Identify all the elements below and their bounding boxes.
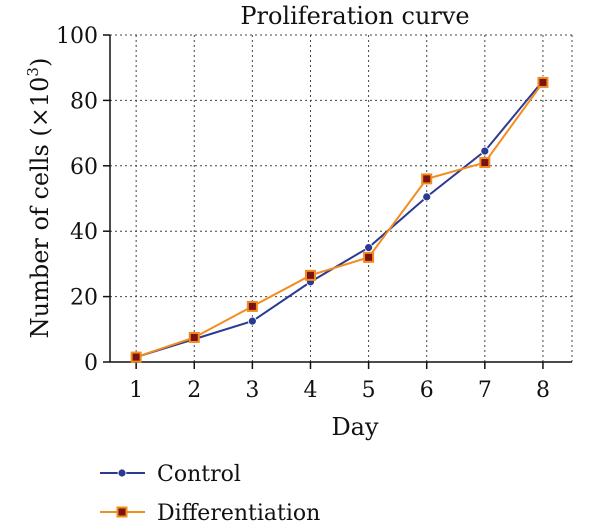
x-tick-label: 3	[245, 378, 259, 403]
chart-title: Proliferation curve	[240, 2, 469, 30]
y-tick-label: 20	[70, 286, 98, 311]
x-axis-label: Day	[331, 413, 379, 441]
legend-label: Control	[157, 462, 241, 487]
x-tick-label: 7	[478, 378, 492, 403]
y-axis-label-main: Number of cells (×10	[26, 77, 54, 339]
y-tick-label: 60	[70, 155, 98, 180]
legend-item-1: Control	[100, 462, 241, 487]
x-tick-label: 8	[536, 378, 550, 403]
series-line	[135, 81, 544, 359]
tick-labels: 0 20 40 60 80 100 1 2 3 4 5 6 7 8	[56, 24, 550, 403]
legend-marker	[117, 468, 127, 478]
x-tick-label: 4	[303, 378, 317, 403]
series-line	[135, 80, 544, 359]
series-1	[131, 76, 548, 362]
data-point	[421, 173, 433, 185]
data-point	[537, 76, 549, 88]
x-tick-label: 1	[129, 378, 143, 403]
series-layer	[130, 76, 549, 363]
y-axis-label-exponent: 3	[24, 67, 42, 77]
legend-label: Differentiation	[157, 501, 320, 526]
data-point	[364, 243, 374, 252]
data-point	[304, 269, 316, 281]
data-point	[422, 192, 432, 202]
y-tick-label: 40	[70, 220, 98, 245]
x-tick-label: 6	[420, 378, 434, 403]
legend: Control Differentiation	[100, 462, 320, 526]
y-tick-label: 0	[84, 351, 98, 376]
legend-marker	[116, 506, 128, 518]
data-point	[247, 316, 257, 326]
grid-lines	[110, 34, 573, 362]
data-point	[188, 331, 200, 343]
series-2	[130, 76, 549, 363]
y-axis-label: Number of cells (×103)	[24, 58, 54, 339]
data-point	[479, 157, 491, 169]
y-tick-label: 80	[70, 89, 98, 114]
y-axis-label-close: )	[26, 58, 54, 67]
axes	[103, 34, 572, 369]
x-tick-label: 2	[187, 378, 201, 403]
data-point	[246, 300, 258, 312]
data-point	[363, 251, 375, 263]
data-point	[130, 351, 142, 363]
y-tick-label: 100	[56, 24, 98, 49]
legend-item-2: Differentiation	[100, 501, 320, 526]
x-tick-label: 5	[362, 378, 376, 403]
data-point	[480, 146, 490, 156]
